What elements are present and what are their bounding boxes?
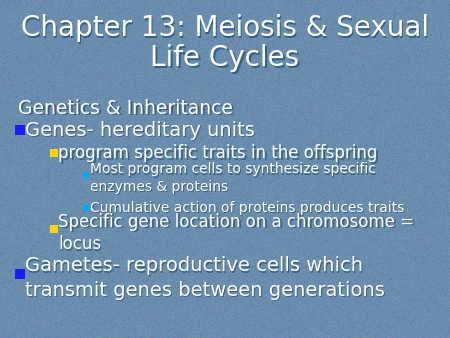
Text: Chapter 13: Meiosis & Sexual: Chapter 13: Meiosis & Sexual xyxy=(21,14,429,42)
Text: Specific gene location on a chromosome =
locus: Specific gene location on a chromosome =… xyxy=(58,213,414,254)
Text: Most program cells to synthesize specific
enzymes & proteins: Most program cells to synthesize specifi… xyxy=(91,164,377,195)
Text: Gametes- reproductive cells which
transmit genes between generations: Gametes- reproductive cells which transm… xyxy=(25,257,385,299)
Text: Genes- hereditary units: Genes- hereditary units xyxy=(27,122,256,141)
Text: Life Cycles: Life Cycles xyxy=(152,46,301,73)
Text: Life Cycles: Life Cycles xyxy=(150,44,300,72)
Text: Cumulative action of proteins produces traits: Cumulative action of proteins produces t… xyxy=(90,201,404,215)
Text: Gametes- reproductive cells which
transmit genes between generations: Gametes- reproductive cells which transm… xyxy=(27,258,386,301)
Text: program specific traits in the offspring: program specific traits in the offspring xyxy=(60,145,379,164)
Text: Genetics & Inheritance: Genetics & Inheritance xyxy=(19,100,234,119)
Text: Genes- hereditary units: Genes- hereditary units xyxy=(25,121,255,140)
Text: Genetics & Inheritance: Genetics & Inheritance xyxy=(18,98,233,118)
Text: program specific traits in the offspring: program specific traits in the offspring xyxy=(58,144,378,162)
Text: Cumulative action of proteins produces traits: Cumulative action of proteins produces t… xyxy=(91,202,405,217)
Text: Specific gene location on a chromosome =
locus: Specific gene location on a chromosome =… xyxy=(60,214,416,255)
Text: Most program cells to synthesize specific
enzymes & proteins: Most program cells to synthesize specifi… xyxy=(90,162,375,194)
Text: Chapter 13: Meiosis & Sexual: Chapter 13: Meiosis & Sexual xyxy=(22,16,431,44)
